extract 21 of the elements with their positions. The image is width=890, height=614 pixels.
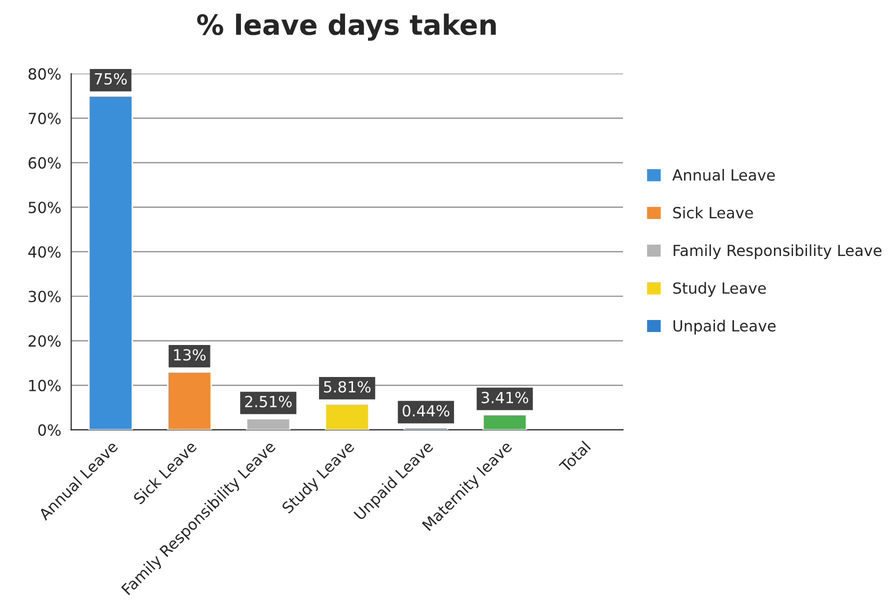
y-tick-label: 40%: [28, 246, 61, 258]
legend-label: Annual Leave: [672, 168, 775, 181]
data-label: 5.81%: [324, 381, 371, 393]
data-label: 13%: [174, 349, 206, 361]
data-label: 0.44%: [402, 404, 450, 417]
legend-label: Study Leave: [673, 282, 766, 297]
y-tick-label: 10%: [29, 380, 61, 392]
chart-title: % leave days taken: [197, 14, 496, 41]
y-tick-label: 30%: [28, 290, 61, 302]
y-tick-label: 80%: [28, 68, 61, 80]
y-tick-label: 20%: [28, 335, 61, 347]
data-label: 3.41%: [482, 392, 528, 404]
data-label: 75%: [94, 73, 127, 85]
legend-label: Sick Leave: [673, 206, 753, 218]
y-tick-label: 70%: [28, 112, 61, 124]
y-tick-label: 60%: [28, 157, 61, 169]
data-label: 2.51%: [245, 396, 292, 408]
legend-label: Unpaid Leave: [674, 320, 776, 335]
legend-label: Family Responsibility Leave: [674, 244, 882, 260]
y-tick-label: 0%: [38, 424, 61, 436]
y-tick-label: 50%: [28, 202, 61, 214]
